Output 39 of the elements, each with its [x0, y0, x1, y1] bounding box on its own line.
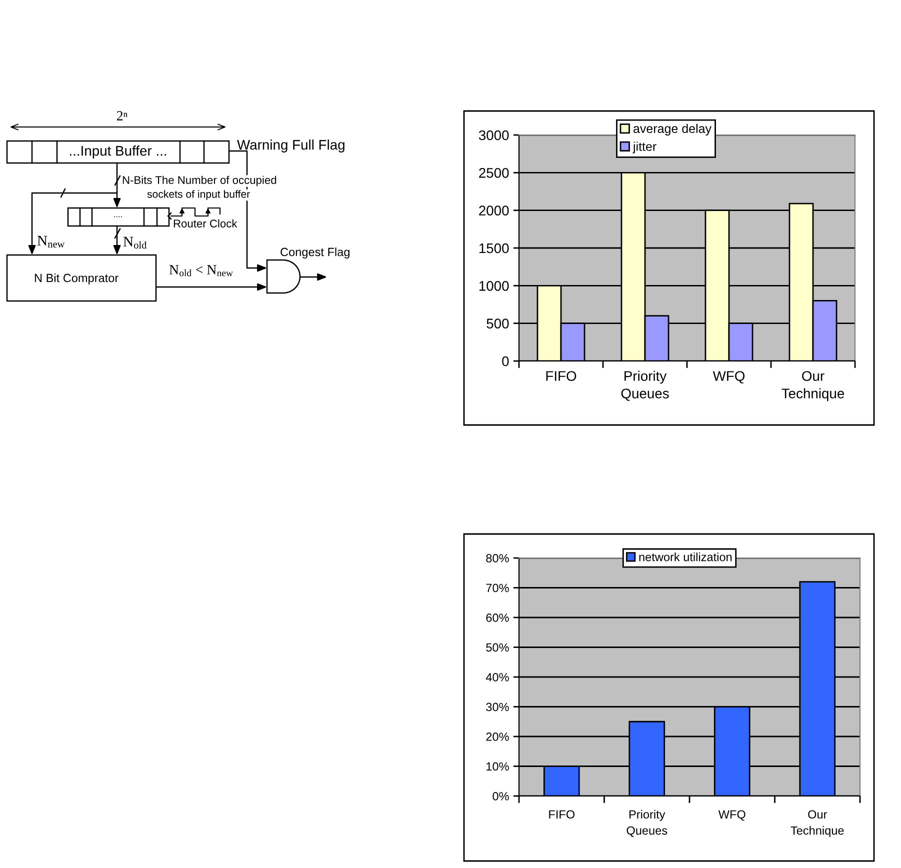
x-tick-label: Priority Queues: [621, 370, 669, 401]
legend-label: jitter: [632, 142, 656, 154]
y-tick-label: 1500: [479, 243, 509, 254]
y-tick-label: 50%: [486, 643, 509, 652]
text: N$_{old}$ < N$_{new}$: [169, 265, 233, 276]
text: ...Input Buffer ...: [70, 146, 166, 158]
text: 2ⁿ: [116, 111, 128, 120]
text: N-Bits The Number of occupied: [122, 176, 276, 186]
x-tick-label: WFQ: [718, 810, 746, 821]
text: N Bit Comprator: [34, 273, 118, 284]
y-tick-label: 10%: [486, 762, 509, 771]
x-tick-label: Our Technique: [790, 810, 844, 838]
x-tick-label: Priority Queues: [626, 810, 668, 837]
legend-label: network utilization: [639, 552, 732, 562]
text: Congest Flag: [280, 247, 350, 258]
text: N$_{old}$: [123, 236, 147, 249]
text: ....: [114, 216, 122, 218]
text: Warning Full Flag: [237, 140, 344, 152]
y-tick-label: 40%: [486, 673, 509, 682]
y-tick-label: 1000: [479, 281, 509, 291]
y-tick-label: 0: [502, 356, 509, 366]
y-tick-label: 30%: [486, 702, 509, 712]
y-tick-label: 2500: [479, 168, 509, 178]
x-tick-label: FIFO: [546, 371, 576, 381]
y-tick-label: 0%: [492, 792, 509, 800]
text: sockets of input buffer: [147, 190, 250, 200]
text: N$_{new}$: [37, 236, 65, 248]
legend-label: average delay: [634, 124, 712, 136]
x-tick-label: FIFO: [549, 810, 575, 819]
y-tick-label: 500: [486, 318, 509, 329]
y-tick-label: 60%: [486, 614, 509, 622]
y-tick-label: 70%: [486, 584, 509, 592]
x-tick-label: WFQ: [712, 371, 745, 384]
y-tick-label: 3000: [478, 130, 509, 140]
y-tick-label: 80%: [486, 554, 509, 562]
y-tick-label: 20%: [486, 732, 509, 741]
x-tick-label: Our Technique: [782, 371, 844, 402]
y-tick-label: 2000: [479, 206, 509, 216]
text: Router Clock: [174, 219, 238, 228]
